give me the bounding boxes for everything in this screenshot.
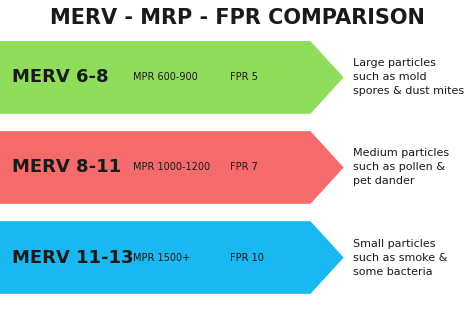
Text: Large particles
such as mold
spores & dust mites: Large particles such as mold spores & du…	[353, 58, 464, 96]
Text: MERV 6-8: MERV 6-8	[12, 69, 109, 86]
Text: MERV 8-11: MERV 8-11	[12, 159, 121, 176]
Text: FPR 10: FPR 10	[230, 252, 264, 263]
Text: FPR 5: FPR 5	[230, 72, 258, 82]
Text: Small particles
such as smoke &
some bacteria: Small particles such as smoke & some bac…	[353, 239, 447, 276]
Polygon shape	[0, 41, 344, 114]
Text: FPR 7: FPR 7	[230, 162, 258, 173]
Text: MPR 1500+: MPR 1500+	[133, 252, 190, 263]
Text: Medium particles
such as pollen &
pet dander: Medium particles such as pollen & pet da…	[353, 149, 449, 186]
Text: MERV 11-13: MERV 11-13	[12, 249, 133, 266]
Text: MPR 600-900: MPR 600-900	[133, 72, 198, 82]
Polygon shape	[0, 221, 344, 294]
Text: MERV - MRP - FPR COMPARISON: MERV - MRP - FPR COMPARISON	[50, 8, 424, 28]
Polygon shape	[0, 131, 344, 204]
Text: MPR 1000-1200: MPR 1000-1200	[133, 162, 210, 173]
